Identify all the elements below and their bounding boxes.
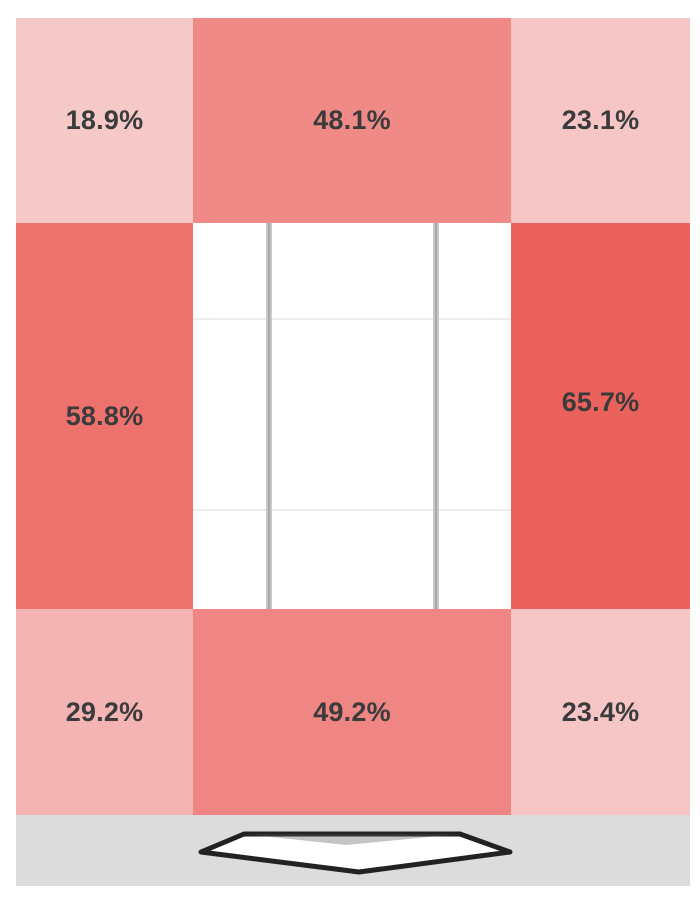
zone-label: 49.2% [313,696,391,727]
zone-label: 65.7% [561,386,640,417]
zone-middle-right: 65.7% [511,223,690,609]
zone-middle-left: 58.8% [16,223,193,609]
zone-label: 48.1% [313,105,391,135]
zone-bottom-left: 29.2% [16,609,193,815]
strike-zone-heatmap: 18.9% 48.1% 23.1% 58.8% 65.7% 29.2% 49.2… [16,18,690,886]
zone-top-center: 48.1% [193,18,511,223]
zone-top-left: 18.9% [16,18,193,223]
base-strip [16,815,690,886]
court-lines-icon [193,223,511,609]
zone-label: 58.8% [65,400,144,431]
zone-label: 18.9% [65,105,144,135]
zone-label: 23.4% [561,696,640,727]
home-plate-icon [198,831,513,875]
zone-top-right: 23.1% [511,18,690,223]
zone-label: 29.2% [65,696,144,727]
zone-label: 23.1% [561,105,640,135]
zone-bottom-center: 49.2% [193,609,511,815]
zone-bottom-right: 23.4% [511,609,690,815]
